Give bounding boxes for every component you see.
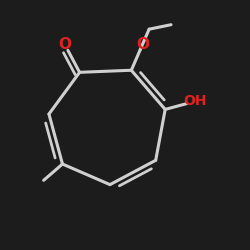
Text: O: O [58, 38, 71, 52]
Text: OH: OH [184, 94, 207, 108]
Text: O: O [136, 37, 149, 52]
